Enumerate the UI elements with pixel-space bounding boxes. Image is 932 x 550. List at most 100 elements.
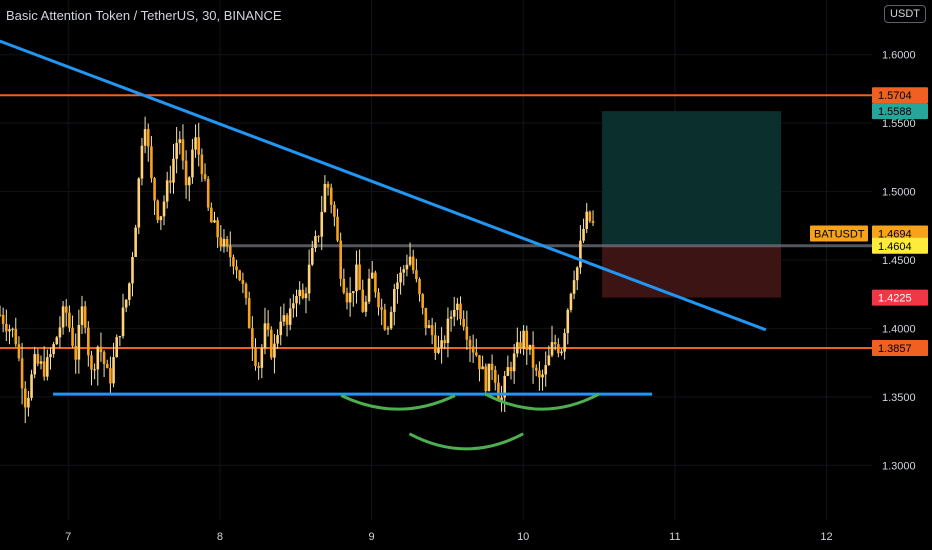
candle-body xyxy=(156,200,160,221)
candle-body xyxy=(531,344,535,368)
candle-body xyxy=(30,374,33,398)
candle-body xyxy=(247,298,251,329)
chart-title: Basic Attention Token / TetherUS, 30, BI… xyxy=(6,8,282,23)
candle-body xyxy=(194,137,197,150)
candle-body xyxy=(446,318,450,344)
x-tick-label: 11 xyxy=(669,531,680,543)
candle-body xyxy=(317,236,320,238)
price-tag-text: 1.4694 xyxy=(878,228,912,240)
candle-body xyxy=(563,333,566,352)
candle-body xyxy=(399,272,402,283)
candle-body xyxy=(323,184,327,212)
candle-body xyxy=(329,187,333,205)
candle-body xyxy=(134,227,137,258)
candle-body xyxy=(456,303,459,311)
candle-body xyxy=(408,256,412,265)
candle-body xyxy=(326,184,330,188)
candle-body xyxy=(421,294,424,308)
candle-body xyxy=(380,307,383,310)
candle-body xyxy=(153,178,156,201)
candle-body xyxy=(191,149,194,178)
candle-body xyxy=(493,370,497,383)
candle-body xyxy=(90,355,93,370)
candle-body xyxy=(298,289,301,296)
price-tag-text: 1.5588 xyxy=(878,106,912,118)
trendlines xyxy=(0,39,767,396)
candle-body xyxy=(345,292,349,303)
price-tag xyxy=(872,237,928,254)
candle-body xyxy=(232,257,235,267)
candle-body xyxy=(162,201,166,217)
symbol-tag-text: BATUSDT xyxy=(814,228,865,240)
candle-body xyxy=(235,266,238,271)
loss-zone xyxy=(602,245,782,298)
cup-arcs xyxy=(340,392,600,451)
candle-body xyxy=(509,367,513,372)
candle-body xyxy=(128,283,131,300)
candle-body xyxy=(216,220,219,238)
candle-body xyxy=(566,309,570,334)
candle-body xyxy=(364,301,368,312)
candle-body xyxy=(579,240,582,268)
candle-body xyxy=(263,323,267,348)
cup-arc xyxy=(484,392,600,411)
candle-body xyxy=(506,367,510,376)
candle-body xyxy=(169,180,172,183)
candle-body xyxy=(140,145,144,179)
candle-body xyxy=(430,325,434,336)
x-tick-label: 10 xyxy=(517,531,529,543)
candle-body xyxy=(383,309,387,330)
candle-body xyxy=(525,330,529,350)
candle-body xyxy=(389,311,393,329)
long-position-box xyxy=(602,111,782,298)
candle-body xyxy=(39,361,43,364)
candle-body xyxy=(418,278,421,295)
candle-body xyxy=(348,292,352,303)
candle-body xyxy=(557,344,560,354)
currency-button[interactable]: USDT xyxy=(884,5,926,23)
candle-body xyxy=(206,178,210,208)
candle-body xyxy=(336,216,339,241)
candle-body xyxy=(361,289,365,312)
candle-body xyxy=(304,293,308,299)
candle-body xyxy=(222,238,226,247)
candle-body xyxy=(415,270,418,279)
candle-body xyxy=(87,327,90,356)
candle-body xyxy=(478,355,481,370)
candle-body xyxy=(282,315,286,322)
candle-body xyxy=(405,264,409,270)
candle-body xyxy=(339,240,342,279)
y-tick-label: 1.6000 xyxy=(882,50,916,62)
candle-body xyxy=(285,315,289,325)
candle-body xyxy=(210,207,213,223)
candle-body xyxy=(99,346,103,353)
candle-body xyxy=(310,247,314,265)
candle-body xyxy=(575,267,579,281)
candle-body xyxy=(273,343,276,358)
symbol-tag xyxy=(810,225,868,242)
candle-body xyxy=(254,347,257,367)
candle-body xyxy=(244,284,248,299)
candle-body xyxy=(516,342,519,354)
candle-body xyxy=(541,374,544,378)
candle-body xyxy=(528,344,532,350)
candle-body xyxy=(437,348,440,353)
candle-body xyxy=(487,363,491,392)
price-tag xyxy=(872,103,928,120)
level-price-text: 1.3857 xyxy=(878,343,912,355)
candle-body xyxy=(146,129,150,147)
candle-body xyxy=(588,211,592,222)
candle-body xyxy=(102,352,106,365)
candle-body xyxy=(109,368,112,384)
candle-body xyxy=(585,211,589,229)
candle-body xyxy=(131,257,134,284)
candle-body xyxy=(74,346,78,360)
candle-body xyxy=(159,216,163,221)
candle-body xyxy=(64,306,68,313)
candle-body xyxy=(200,154,204,175)
candle-body xyxy=(276,335,279,344)
candle-body xyxy=(143,129,147,146)
candle-body xyxy=(396,282,399,290)
